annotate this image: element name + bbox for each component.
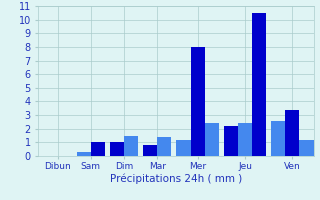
Bar [224,126,238,156]
Bar [110,142,124,156]
X-axis label: Précipitations 24h ( mm ): Précipitations 24h ( mm ) [110,173,242,184]
Bar [91,142,105,156]
Bar [271,121,285,156]
Bar [190,47,205,156]
Bar [157,137,172,156]
Bar [285,110,300,156]
Bar [252,13,266,156]
Bar [143,145,157,156]
Bar [77,152,91,156]
Bar [124,136,138,156]
Bar [205,123,219,156]
Bar [238,123,252,156]
Bar [300,140,314,156]
Bar [176,140,190,156]
